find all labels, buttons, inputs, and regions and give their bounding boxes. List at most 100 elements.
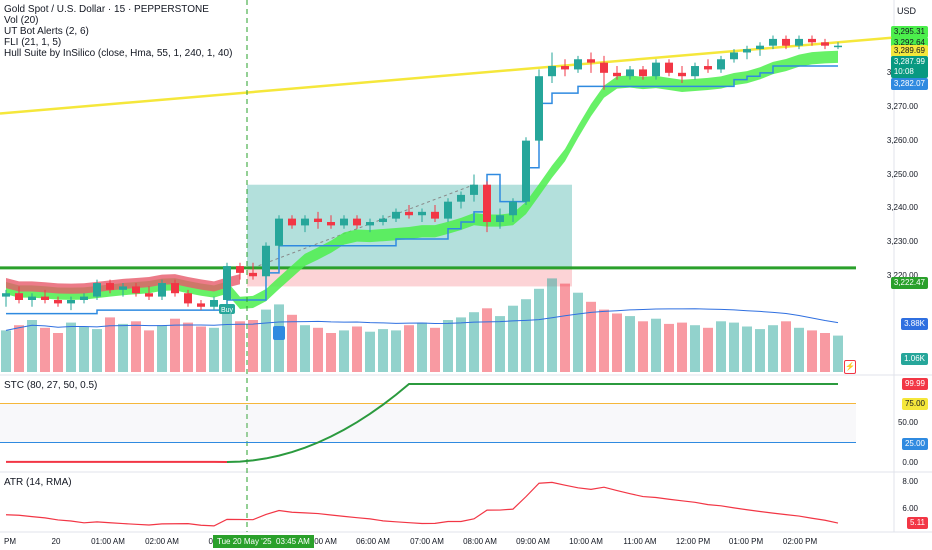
- time-tick: 08:00 AM: [463, 537, 497, 546]
- candle-body: [301, 218, 309, 226]
- buy-signal-label: Buy: [221, 307, 234, 314]
- candle-body: [730, 52, 738, 60]
- time-tick: 07:00 AM: [410, 537, 444, 546]
- price-tick: 3,220.00: [886, 271, 918, 281]
- volume-bar: [157, 325, 167, 372]
- volume-bar: [690, 325, 700, 372]
- candle-body: [717, 59, 725, 70]
- candle-body: [405, 211, 413, 216]
- time-tick: 02:00 PM: [782, 537, 818, 546]
- volume-bar: [391, 330, 401, 372]
- time-tick: 01:00 AM: [91, 537, 125, 546]
- volume-bar: [482, 308, 492, 372]
- volume-bar: [677, 322, 687, 372]
- price-tick: 3,230.00: [886, 237, 918, 247]
- hull-indicator-label[interactable]: Hull Suite by InSilico (close, Hma, 55, …: [4, 48, 233, 59]
- candle-body: [613, 72, 621, 77]
- candle-body: [327, 222, 335, 226]
- volume-bar: [768, 325, 778, 372]
- candle-body: [15, 293, 23, 300]
- volume-ma-line: [5, 308, 839, 331]
- candle-body: [392, 211, 400, 219]
- candle-body: [145, 293, 153, 297]
- candle-body: [561, 66, 569, 70]
- volume-bar: [105, 317, 115, 372]
- candle-body: [418, 211, 426, 216]
- candle-body: [67, 300, 75, 304]
- volume-bar: [703, 327, 713, 372]
- horizontal-line-badge: 3,222.47: [890, 277, 928, 289]
- volume-bar: [781, 321, 791, 372]
- candle-body: [782, 38, 790, 46]
- candle-body: [431, 211, 439, 219]
- volume-bar: [313, 327, 323, 372]
- volume-bar: [573, 292, 583, 372]
- atr-label[interactable]: ATR (14, RMA): [4, 477, 72, 488]
- position-stop-zone: [247, 267, 572, 287]
- volume-bar: [248, 320, 258, 372]
- time-tick: 09:00 AM: [516, 537, 550, 546]
- volume-bar: [365, 331, 375, 372]
- volume-bar: [40, 327, 50, 372]
- stc-band: [0, 403, 856, 443]
- candle-body: [496, 215, 504, 223]
- time-tick: 12:00 PM: [675, 537, 711, 546]
- candle-body: [756, 45, 764, 50]
- volume-bar: [443, 320, 453, 372]
- volume-bar: [170, 318, 180, 372]
- volume-bar: [209, 327, 219, 372]
- volume-bar: [508, 305, 518, 372]
- ut-stop-badge: 3,282.07: [890, 78, 928, 90]
- candle-body: [548, 66, 556, 77]
- price-tick: 3,240.00: [886, 203, 918, 213]
- time-tick: PM: [4, 537, 16, 546]
- volume-bar: [716, 321, 726, 372]
- volume-bar: [495, 316, 505, 372]
- fli-indicator-label[interactable]: FLI (21, 1, 5): [4, 37, 62, 48]
- ut-trailing-stop: [6, 65, 838, 315]
- lightning-icon[interactable]: ⚡: [844, 360, 856, 374]
- volume-bar: [521, 299, 531, 372]
- time-tick: 20: [51, 537, 61, 546]
- price-tick: 3,250.00: [886, 169, 918, 179]
- candle-body: [535, 76, 543, 141]
- candle-body: [132, 286, 140, 294]
- time-tick: 02:00 AM: [145, 537, 179, 546]
- candle-body: [821, 42, 829, 46]
- volume-bar: [534, 288, 544, 372]
- candle-body: [704, 66, 712, 70]
- volume-ma-badge: 3.88K: [901, 318, 928, 330]
- candle-body: [444, 201, 452, 219]
- volume-bar: [14, 325, 24, 372]
- stc-line-green: [226, 382, 838, 463]
- candle-body: [340, 218, 348, 226]
- currency-label[interactable]: USD: [896, 6, 916, 16]
- volume-bar: [794, 327, 804, 372]
- price-tick: 3,270.00: [886, 101, 918, 111]
- candle-body: [470, 184, 478, 195]
- volume-bar: [222, 312, 232, 372]
- volume-bar: [1, 330, 11, 372]
- volume-bar: [664, 323, 674, 372]
- volume-bar: [131, 321, 141, 372]
- atr-tick-8: 8.00: [902, 477, 918, 486]
- volume-bar: [833, 335, 843, 372]
- volume-bar: [638, 321, 648, 372]
- stc-label[interactable]: STC (80, 27, 50, 0.5): [4, 380, 98, 391]
- symbol-title[interactable]: Gold Spot / U.S. Dollar · 15 · PEPPERSTO…: [4, 4, 209, 15]
- volume-bar: [742, 326, 752, 372]
- vol-indicator-label[interactable]: Vol (20): [4, 15, 39, 26]
- last-price-value: 3,287.99: [893, 57, 925, 66]
- atr-line: [5, 481, 839, 527]
- volume-bar: [144, 330, 154, 372]
- ut-bot-indicator-label[interactable]: UT Bot Alerts (2, 6): [4, 26, 89, 37]
- candle-body: [106, 283, 114, 290]
- volume-bar: [196, 326, 206, 372]
- candle-body: [743, 49, 751, 53]
- crosshair-date: Tue 20 May '25: [217, 537, 272, 546]
- candle-body: [275, 218, 283, 246]
- candle-body: [665, 62, 673, 73]
- stc-lower-badge: 25.00: [901, 438, 928, 450]
- volume-bar: [339, 330, 349, 372]
